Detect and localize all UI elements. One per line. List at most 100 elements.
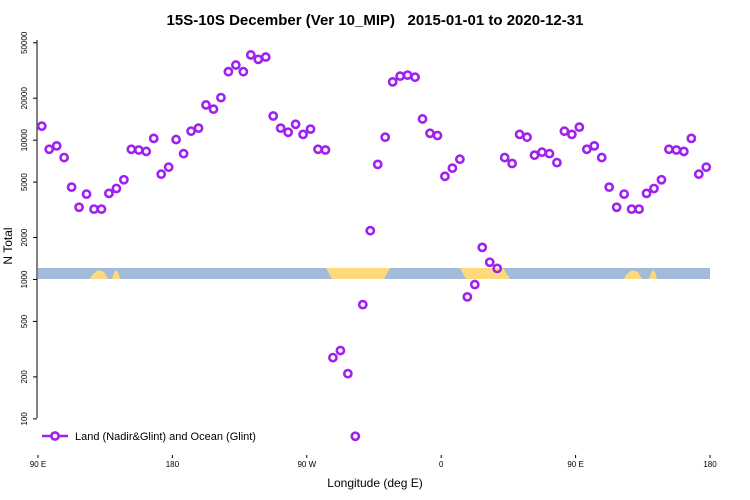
data-point [596, 152, 607, 163]
y-tick-label: 1000 [20, 270, 29, 288]
data-point [51, 140, 62, 151]
data-point [44, 144, 55, 155]
land-patch [624, 270, 642, 279]
x-tick-label: 90 E [30, 460, 46, 469]
data-point [275, 123, 286, 134]
data-point [380, 132, 391, 143]
data-point [59, 152, 70, 163]
data-point [537, 147, 547, 158]
data-point [350, 431, 361, 442]
y-tick-label: 2000 [20, 228, 29, 246]
data-point [499, 152, 510, 163]
data-point [514, 129, 525, 140]
data-point [283, 127, 294, 138]
data-point [417, 114, 428, 124]
data-point [156, 169, 167, 180]
data-point [678, 146, 689, 157]
data-point [178, 148, 189, 159]
data-point [462, 291, 473, 302]
data-point [425, 128, 435, 139]
data-point [342, 368, 353, 379]
data-point [656, 174, 667, 185]
data-point [223, 66, 234, 77]
data-point [619, 189, 630, 200]
data-point [148, 133, 159, 144]
x-tick-label: 180 [703, 460, 717, 469]
data-point [305, 124, 316, 135]
data-point [693, 169, 704, 180]
data-point [387, 76, 398, 87]
data-point [634, 204, 644, 215]
data-point [664, 144, 674, 155]
legend-swatch-marker [50, 431, 60, 441]
data-point [141, 146, 152, 157]
data-point [230, 60, 241, 70]
data-point [447, 163, 458, 174]
data-point [126, 144, 137, 155]
data-point [589, 140, 600, 151]
data-point [96, 204, 107, 215]
legend-label: Land (Nadir&Glint) and Ocean (Glint) [75, 431, 256, 443]
land-patch [460, 268, 510, 279]
data-point [484, 257, 495, 268]
data-point [604, 182, 615, 193]
data-point [529, 150, 540, 161]
x-tick-label: 90 W [297, 460, 316, 469]
data-point [193, 123, 204, 134]
data-point [649, 183, 659, 194]
data-point [626, 204, 637, 215]
data-point [208, 104, 219, 115]
data-point [357, 299, 368, 310]
data-point [260, 52, 271, 62]
y-tick-label: 200 [20, 370, 29, 384]
data-point [544, 148, 555, 159]
data-point [395, 71, 406, 82]
data-point [686, 133, 697, 144]
data-point [320, 145, 331, 155]
data-point [671, 145, 682, 155]
data-point [440, 171, 450, 182]
data-point [641, 188, 652, 199]
data-point [507, 158, 518, 169]
data-point [469, 279, 480, 290]
x-tick-label: 90 E [567, 460, 583, 469]
y-tick-label: 20000 [20, 87, 29, 110]
data-point [74, 202, 84, 213]
data-point [81, 189, 92, 200]
data-point [566, 129, 577, 140]
data-point [365, 225, 376, 236]
data-point [290, 119, 301, 130]
data-point [268, 111, 279, 121]
data-point [89, 204, 99, 215]
data-point [454, 154, 465, 165]
data-point [522, 132, 532, 143]
data-point [104, 188, 114, 199]
land-patch [112, 270, 120, 279]
data-point [133, 145, 144, 155]
data-point [701, 162, 712, 173]
data-point [574, 122, 585, 133]
data-point [118, 174, 129, 185]
land-patch [649, 270, 657, 279]
chart-title: 15S-10S December (Ver 10_MIP) 2015-01-01… [167, 12, 584, 29]
x-axis-title: Longitude (deg E) [327, 476, 422, 490]
data-point [372, 159, 383, 170]
data-point [581, 144, 592, 155]
data-point [66, 182, 77, 193]
data-point [402, 70, 413, 81]
data-point [410, 72, 420, 83]
data-point [253, 54, 264, 65]
data-point [163, 162, 174, 173]
data-point [611, 202, 622, 213]
land-ocean-map [38, 268, 710, 279]
y-tick-label: 500 [20, 314, 29, 328]
data-point [432, 130, 443, 141]
x-tick-label: 0 [439, 460, 444, 469]
data-point [201, 100, 211, 110]
y-tick-label: 100 [20, 412, 29, 426]
y-tick-label: 5000 [20, 173, 29, 191]
y-axis-title: N Total [1, 227, 15, 264]
data-point [492, 263, 503, 274]
data-point [328, 352, 338, 363]
